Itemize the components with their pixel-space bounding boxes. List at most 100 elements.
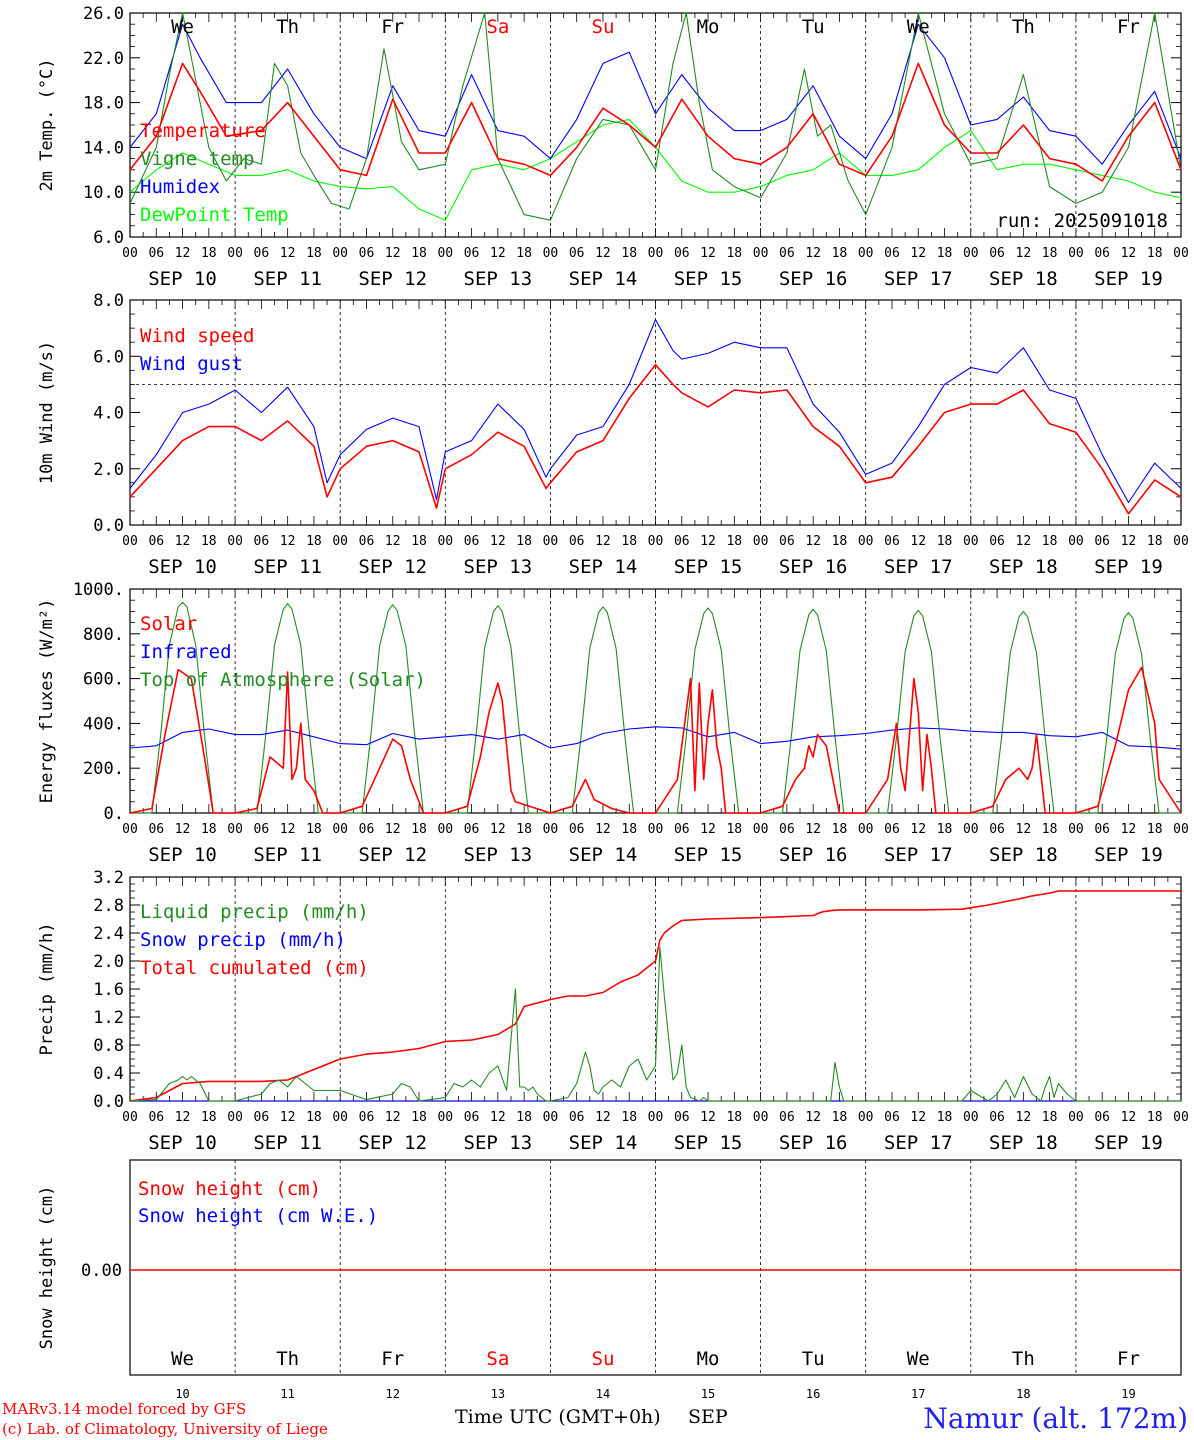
date-label: SEP 15 bbox=[674, 268, 743, 290]
weekday-label-bottom: Fr bbox=[1117, 1348, 1140, 1370]
date-label: SEP 19 bbox=[1094, 268, 1163, 290]
hour-tick-label: 06 bbox=[884, 1110, 900, 1125]
legend-entry: Snow precip (mm/h) bbox=[140, 929, 346, 951]
hour-tick-label: 12 bbox=[910, 822, 926, 837]
y-tick-label: 400. bbox=[83, 714, 124, 734]
hour-tick-label: 18 bbox=[1147, 822, 1163, 837]
weekday-label-top: Fr bbox=[381, 16, 404, 38]
hour-tick-label: 00 bbox=[648, 1110, 664, 1125]
hour-tick-label: 18 bbox=[832, 534, 848, 549]
hour-tick-label: 00 bbox=[648, 534, 664, 549]
hour-tick-label: 00 bbox=[437, 534, 453, 549]
hour-tick-label: 00 bbox=[753, 534, 769, 549]
date-label: SEP 14 bbox=[569, 268, 638, 290]
hour-tick-label: 00 bbox=[1068, 246, 1084, 261]
run-label: run: 2025091018 bbox=[996, 210, 1168, 232]
hour-tick-label: 06 bbox=[359, 246, 375, 261]
hour-tick-label: 12 bbox=[1121, 822, 1137, 837]
date-label: SEP 18 bbox=[989, 844, 1058, 866]
hour-tick-label: 12 bbox=[595, 246, 611, 261]
legend-entry: Solar bbox=[140, 613, 197, 635]
hour-tick-label: 06 bbox=[674, 534, 690, 549]
station-label: Namur (alt. 172m) bbox=[923, 1402, 1188, 1435]
weekday-label-bottom: Th bbox=[276, 1348, 299, 1370]
series-liquid-precip-mm-h bbox=[129, 946, 1181, 1102]
hour-tick-label: 12 bbox=[805, 534, 821, 549]
legend-entry: Temperature bbox=[140, 120, 266, 142]
hour-tick-label: 18 bbox=[1042, 246, 1058, 261]
hour-tick-label: 00 bbox=[1068, 534, 1084, 549]
y-tick-label: 800. bbox=[83, 625, 124, 645]
hour-tick-label: 06 bbox=[254, 1110, 270, 1125]
hour-tick-label: 18 bbox=[1042, 822, 1058, 837]
hour-tick-label: 06 bbox=[779, 1110, 795, 1125]
hour-tick-label: 18 bbox=[411, 246, 427, 261]
hour-tick-label: 00 bbox=[858, 822, 874, 837]
hour-tick-label: 18 bbox=[937, 1110, 953, 1125]
hour-tick-label: 06 bbox=[148, 246, 164, 261]
hour-tick-label: 06 bbox=[148, 822, 164, 837]
hour-tick-label: 00 bbox=[543, 534, 559, 549]
hour-tick-label: 18 bbox=[411, 1110, 427, 1125]
hour-tick-label: 00 bbox=[858, 246, 874, 261]
hour-tick-label: 12 bbox=[700, 246, 716, 261]
hour-tick-label: 06 bbox=[989, 534, 1005, 549]
hour-tick-label: 00 bbox=[858, 1110, 874, 1125]
hour-tick-label: 00 bbox=[1173, 822, 1189, 837]
weekday-label-top: Th bbox=[1012, 16, 1035, 38]
date-label: SEP 16 bbox=[779, 556, 848, 578]
hour-tick-label: 18 bbox=[832, 246, 848, 261]
hour-tick-label: 06 bbox=[989, 1110, 1005, 1125]
hour-tick-label: 12 bbox=[1016, 534, 1032, 549]
weekday-label-bottom: Fr bbox=[381, 1348, 404, 1370]
legend-entry: Liquid precip (mm/h) bbox=[140, 901, 369, 923]
hour-tick-label: 06 bbox=[569, 534, 585, 549]
y-tick-label: 3.2 bbox=[93, 868, 124, 888]
date-label: SEP 13 bbox=[464, 556, 533, 578]
hour-tick-label: 00 bbox=[332, 1110, 348, 1125]
day-number-label: 16 bbox=[806, 1387, 820, 1400]
date-label: SEP 16 bbox=[779, 844, 848, 866]
y-tick-label: 1.2 bbox=[93, 1008, 124, 1028]
date-label: SEP 14 bbox=[569, 844, 638, 866]
date-label: SEP 10 bbox=[148, 1132, 217, 1154]
hour-tick-label: 06 bbox=[779, 822, 795, 837]
hour-tick-label: 00 bbox=[543, 246, 559, 261]
hour-tick-label: 00 bbox=[227, 822, 243, 837]
y-axis-title: Snow height (cm) bbox=[37, 1186, 57, 1350]
hour-tick-label: 12 bbox=[175, 822, 191, 837]
hour-tick-label: 18 bbox=[726, 1110, 742, 1125]
y-tick-label: 18.0 bbox=[83, 94, 124, 114]
hour-tick-label: 12 bbox=[280, 246, 296, 261]
date-label: SEP 15 bbox=[674, 1132, 743, 1154]
hour-tick-label: 06 bbox=[254, 822, 270, 837]
hour-tick-label: 06 bbox=[674, 246, 690, 261]
hour-tick-label: 00 bbox=[122, 534, 138, 549]
date-label: SEP 17 bbox=[884, 268, 953, 290]
date-label: SEP 18 bbox=[989, 1132, 1058, 1154]
y-tick-label: 1.6 bbox=[93, 980, 124, 1000]
series-infrared bbox=[129, 726, 1182, 750]
date-label: SEP 18 bbox=[989, 556, 1058, 578]
panel-3: 0. 200. 400. 600. 800. 1000. Energy fluxes (W/… bbox=[37, 580, 1189, 866]
day-number-label: 15 bbox=[701, 1387, 715, 1400]
legend-entry: Infrared bbox=[140, 641, 232, 663]
hour-tick-label: 12 bbox=[700, 534, 716, 549]
hour-tick-label: 12 bbox=[490, 534, 506, 549]
hour-tick-label: 18 bbox=[411, 822, 427, 837]
month-label: SEP bbox=[688, 1406, 728, 1428]
date-label: SEP 15 bbox=[674, 844, 743, 866]
hour-tick-label: 00 bbox=[1068, 822, 1084, 837]
plot-frame bbox=[129, 299, 1182, 526]
y-tick-label: 1000. bbox=[73, 580, 124, 600]
date-label: SEP 10 bbox=[148, 844, 217, 866]
date-label: SEP 10 bbox=[148, 268, 217, 290]
hour-tick-label: 18 bbox=[201, 822, 217, 837]
hour-tick-label: 12 bbox=[175, 246, 191, 261]
legend-entry: Humidex bbox=[140, 176, 220, 198]
hour-tick-label: 12 bbox=[805, 1110, 821, 1125]
y-tick-label: 6.0 bbox=[93, 228, 124, 248]
legend-entry: Wind gust bbox=[140, 353, 243, 375]
hour-tick-label: 12 bbox=[280, 822, 296, 837]
hour-tick-label: 06 bbox=[464, 1110, 480, 1125]
